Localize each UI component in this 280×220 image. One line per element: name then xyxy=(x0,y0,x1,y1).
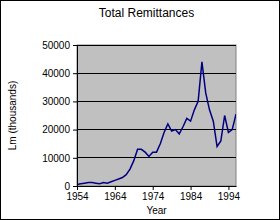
y-tick-label: 20000 xyxy=(42,124,70,135)
series xyxy=(77,62,236,185)
x-tick: 1974 xyxy=(142,186,165,202)
y-tick-mark xyxy=(73,158,77,159)
plot-area xyxy=(77,45,236,186)
y-tick: 50000 xyxy=(42,40,77,51)
y-tick-mark xyxy=(73,186,77,187)
x-tick-label: 1964 xyxy=(104,191,127,202)
y-axis: 0 10000 20000 30000 40000 50000 xyxy=(42,40,77,192)
x-tick-label: 1974 xyxy=(142,191,165,202)
y-tick-mark xyxy=(73,45,77,46)
grid-line xyxy=(77,101,236,102)
title: Total Remittances xyxy=(99,6,194,20)
x-axis: 1954 1964 1974 1984 1994 xyxy=(66,186,240,202)
y-axis-title: Lm (thousands) xyxy=(7,81,18,150)
grid-line xyxy=(77,186,236,187)
grid-line xyxy=(77,45,236,46)
x-axis-title: Year xyxy=(146,205,167,216)
y-tick-label: 40000 xyxy=(42,68,70,79)
y-tick-mark xyxy=(73,101,77,102)
x-tick-mark xyxy=(115,186,116,190)
grid-line xyxy=(77,73,236,74)
x-tick-label: 1994 xyxy=(218,191,241,202)
x-tick-mark xyxy=(153,186,154,190)
x-tick: 1964 xyxy=(104,186,127,202)
grid xyxy=(77,45,236,186)
y-tick: 0 xyxy=(64,181,77,192)
x-tick: 1994 xyxy=(218,186,241,202)
y-tick-mark xyxy=(73,73,77,74)
x-tick-mark xyxy=(191,186,192,190)
x-tick-label: 1984 xyxy=(180,191,203,202)
y-axis-line xyxy=(77,46,78,187)
y-tick-mark xyxy=(73,130,77,131)
line xyxy=(77,62,236,185)
y-tick-label: 50000 xyxy=(42,40,70,51)
y-tick: 40000 xyxy=(42,68,77,79)
x-tick-mark xyxy=(228,186,229,190)
x-tick-label: 1954 xyxy=(66,191,89,202)
y-tick: 20000 xyxy=(42,124,77,135)
grid-line xyxy=(77,157,236,158)
grid-line xyxy=(77,129,236,130)
x-tick-mark xyxy=(77,186,78,190)
chart: 0100002000030000400005000019541964197419… xyxy=(0,0,280,220)
x-tick: 1954 xyxy=(66,186,89,202)
y-tick-label: 0 xyxy=(64,181,70,192)
y-tick: 30000 xyxy=(42,96,77,107)
x-tick: 1984 xyxy=(180,186,203,202)
y-tick-label: 30000 xyxy=(42,96,70,107)
chart-frame xyxy=(1,1,280,220)
y-tick-label: 10000 xyxy=(42,153,70,164)
x-axis-line xyxy=(78,186,237,187)
y-tick: 10000 xyxy=(42,153,77,164)
